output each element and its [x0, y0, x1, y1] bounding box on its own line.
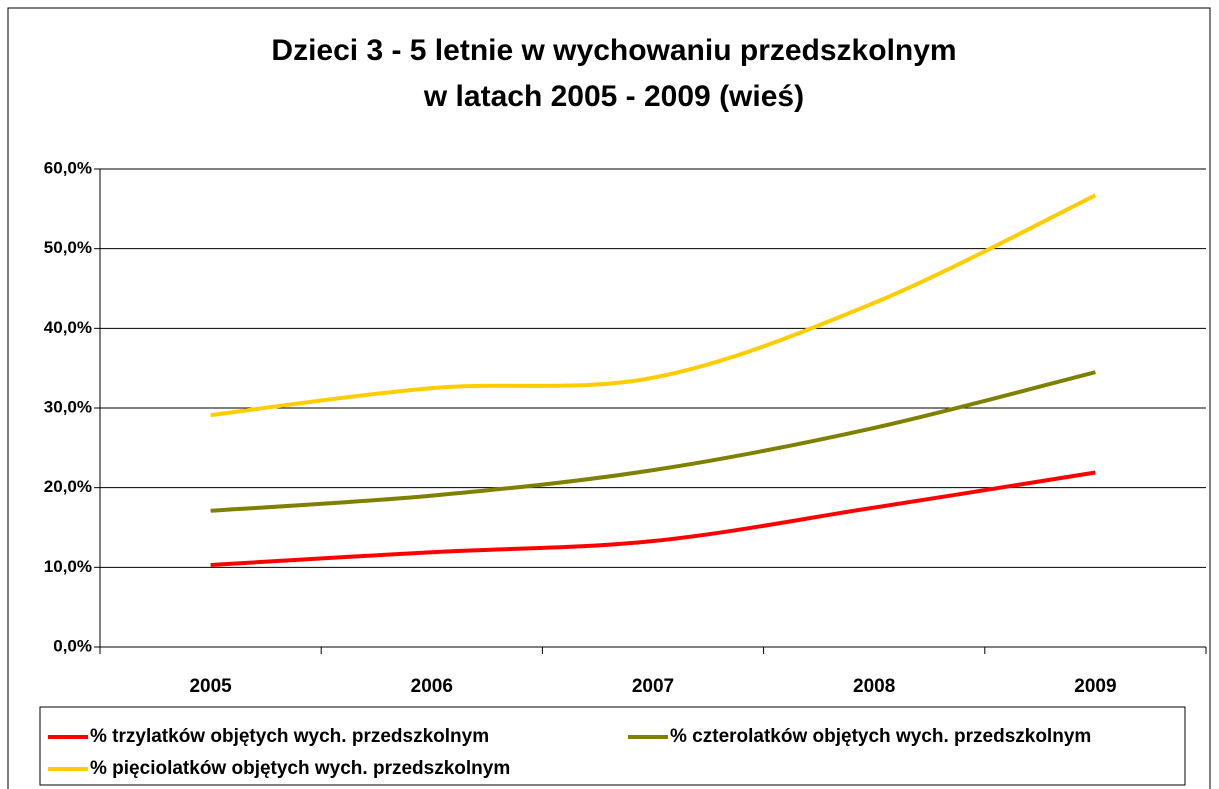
chart-subtitle: w latach 2005 - 2009 (wieś) — [423, 80, 804, 113]
y-tick-label: 0,0% — [53, 636, 92, 655]
y-tick-label: 60,0% — [44, 158, 92, 177]
line-series — [210, 370, 1096, 513]
x-tick-label: 2008 — [853, 676, 895, 697]
legend-label: % pięciolatków objętych wych. przedszkol… — [90, 758, 510, 779]
y-tick-label: 30,0% — [44, 397, 92, 416]
x-tick-label: 2009 — [1074, 676, 1116, 697]
chart-title: Dzieci 3 - 5 letnie w wychowaniu przedsz… — [271, 34, 956, 67]
y-tick-label: 40,0% — [44, 318, 92, 337]
x-tick-label: 2007 — [632, 676, 674, 697]
y-tick-label: 50,0% — [44, 238, 92, 257]
y-tick-label: 10,0% — [44, 557, 92, 576]
chart-border — [7, 7, 1211, 789]
line-series — [210, 193, 1097, 418]
y-tick-label: 20,0% — [44, 477, 92, 496]
x-tick-label: 2005 — [189, 676, 232, 697]
x-tick-label: 2006 — [411, 676, 453, 697]
legend-box — [39, 706, 1186, 786]
line-series — [210, 470, 1096, 567]
legend-label: % trzylatków objętych wych. przedszkolny… — [90, 726, 489, 747]
legend-label: % czterolatków objętych wych. przedszkol… — [670, 726, 1091, 747]
